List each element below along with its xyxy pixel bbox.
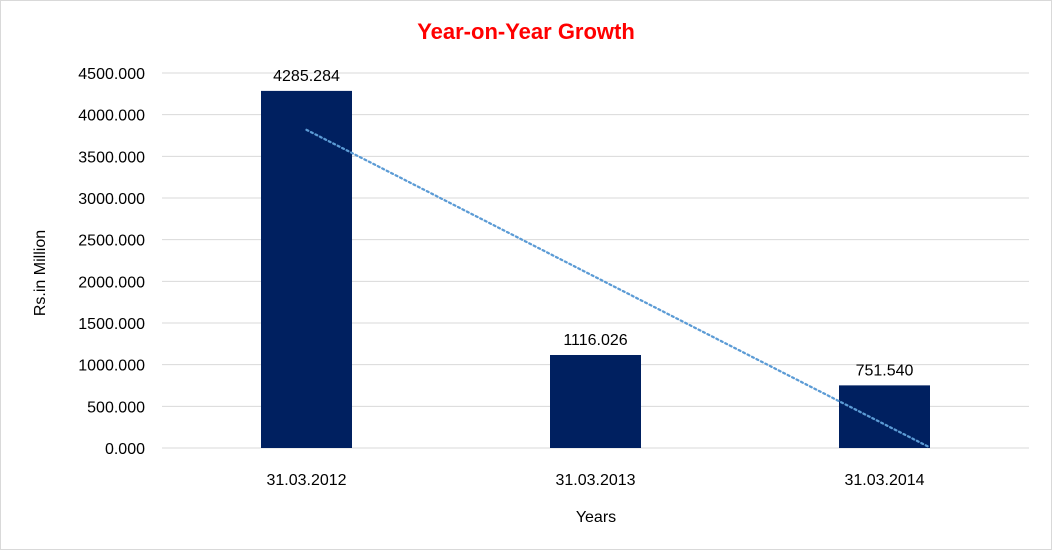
data-label: 751.540 xyxy=(856,362,914,379)
y-tick-label: 500.000 xyxy=(87,399,145,416)
y-tick-label: 2000.000 xyxy=(78,274,145,291)
x-axis-ticks: 31.03.2012 31.03.2013 31.03.2014 xyxy=(266,472,924,489)
x-tick-label: 31.03.2013 xyxy=(555,472,635,489)
trendline xyxy=(305,128,931,449)
trendline-line xyxy=(305,128,931,449)
y-tick-label: 2500.000 xyxy=(78,233,145,250)
y-axis-ticks: 0.000 500.000 1000.000 1500.000 2000.000 2500… xyxy=(78,66,145,458)
bar xyxy=(261,90,352,448)
y-axis-title: Rs.in Million xyxy=(32,230,49,316)
y-tick-label: 0.000 xyxy=(105,441,145,458)
y-tick-label: 3500.000 xyxy=(78,149,145,166)
chart-title: Year-on-Year Growth xyxy=(417,19,635,44)
data-label: 4285.284 xyxy=(273,68,340,85)
bars xyxy=(261,90,930,448)
bar xyxy=(839,385,930,448)
x-tick-label: 31.03.2012 xyxy=(266,472,346,489)
data-label: 1116.026 xyxy=(563,332,627,349)
y-tick-label: 1500.000 xyxy=(78,316,145,333)
data-labels: 4285.284 1116.026 751.540 xyxy=(273,68,913,379)
y-tick-label: 1000.000 xyxy=(78,358,145,375)
x-tick-label: 31.03.2014 xyxy=(844,472,924,489)
y-tick-label: 4000.000 xyxy=(78,108,145,125)
bar xyxy=(550,354,641,448)
y-tick-label: 3000.000 xyxy=(78,191,145,208)
x-axis-title: Years xyxy=(576,509,616,526)
y-tick-label: 4500.000 xyxy=(78,66,145,83)
